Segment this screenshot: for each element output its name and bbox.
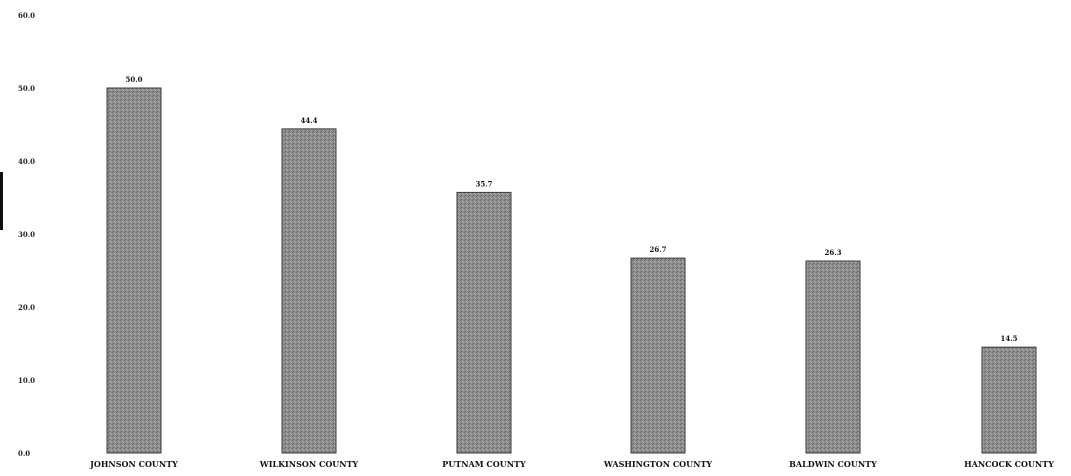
data-label: 44.4 <box>300 116 317 125</box>
y-tick-label: 0.0 <box>18 449 30 458</box>
category-label: WASHINGTON COUNTY <box>603 459 713 469</box>
data-labels-group: 50.0 44.4 35.7 26.7 26.3 14.5 <box>125 75 1017 343</box>
bar <box>805 260 861 454</box>
y-tick-label: 50.0 <box>18 84 35 93</box>
bar <box>106 87 162 454</box>
data-label: 35.7 <box>475 179 492 188</box>
category-label: JOHNSON COUNTY <box>89 459 178 469</box>
data-label: 14.5 <box>1000 334 1017 343</box>
bars-group <box>106 87 1037 454</box>
y-axis-mark <box>0 172 3 230</box>
bar <box>981 346 1037 454</box>
category-labels-group: JOHNSON COUNTY WILKINSON COUNTY PUTNAM COU… <box>89 459 1054 469</box>
category-label: HANCOCK COUNTY <box>964 459 1054 469</box>
data-label: 50.0 <box>125 75 142 84</box>
y-tick-label: 10.0 <box>18 376 35 385</box>
bar <box>630 257 686 454</box>
y-axis-ticks: 0.0 10.0 20.0 30.0 40.0 50.0 60.0 <box>18 11 35 458</box>
category-label: PUTNAM COUNTY <box>442 459 526 469</box>
data-label: 26.3 <box>824 248 841 257</box>
y-tick-label: 60.0 <box>18 11 35 20</box>
y-tick-label: 40.0 <box>18 157 35 166</box>
category-label: BALDWIN COUNTY <box>789 459 877 469</box>
bar <box>281 128 337 454</box>
y-tick-label: 20.0 <box>18 303 35 312</box>
bar <box>456 191 512 454</box>
category-label: WILKINSON COUNTY <box>259 459 359 469</box>
data-label: 26.7 <box>649 245 666 254</box>
y-tick-label: 30.0 <box>18 230 35 239</box>
